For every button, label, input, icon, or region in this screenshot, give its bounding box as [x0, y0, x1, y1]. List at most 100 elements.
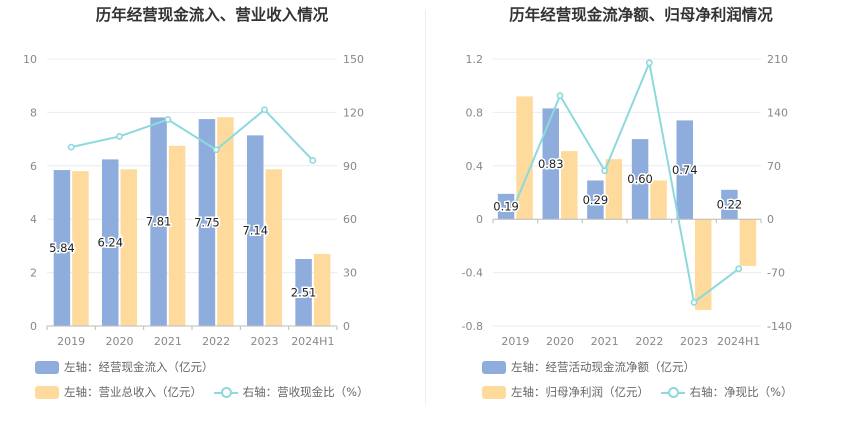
cashflow-inflow-revenue-panel: 历年经营现金流入、营业收入情况 0 2 4 6 8 10 0 30 60 90 120 150 2019…	[23, 5, 369, 399]
bar-primary	[53, 170, 71, 326]
ratio-point	[690, 298, 698, 306]
legend-swatch	[35, 360, 59, 374]
y-left-tick-label: 6	[30, 160, 37, 173]
net-cashflow-profit-chart: 历年经营现金流净额、归母净利润情况 -0.8 -0.4 0 0.4 0.8 1.2 -140…	[462, 5, 792, 348]
bar-secondary	[561, 151, 578, 220]
bar-secondary	[739, 219, 757, 266]
ratio-point	[164, 116, 172, 123]
y-left-tick-label: -0.8	[462, 320, 483, 333]
legend-line-icon	[213, 386, 238, 399]
ratio-point	[645, 59, 653, 67]
x-tick-label: 2020	[106, 335, 134, 348]
y-right-tick-label: 0	[767, 213, 774, 226]
x-tick-label: 2019	[501, 335, 529, 348]
bar-primary	[721, 189, 738, 220]
legend-item-cash-ratio[interactable]: 右轴：营收现金比（%）	[213, 384, 369, 399]
y-right-tick-label: 70	[767, 160, 781, 173]
bar-secondary	[695, 219, 712, 310]
legend-label: 左轴：经营现金流入（亿元）	[64, 359, 214, 374]
y-right-tick-label: 120	[343, 106, 364, 119]
y-left-tick-label: 0	[30, 320, 37, 333]
chart-title: 历年经营现金流净额、归母净利润情况	[509, 5, 773, 24]
legend-label: 左轴：经营活动现金流净额（亿元）	[511, 359, 695, 374]
ratio-line	[514, 59, 740, 305]
bar-primary	[295, 258, 312, 326]
bar-primary	[102, 159, 119, 326]
ratio-point	[212, 146, 220, 154]
y-left-tick-label: 2	[30, 267, 37, 280]
bar-secondary	[516, 96, 533, 220]
y-right-tick-label: -70	[767, 267, 785, 280]
y-right-tick-label: 60	[343, 213, 357, 226]
legend-item-inflow[interactable]: 左轴：经营现金流入（亿元）	[35, 360, 214, 374]
bar-primary	[587, 180, 604, 220]
x-tick-label: 2019	[57, 335, 85, 348]
x-tick-label: 2022	[202, 335, 230, 348]
y-right-tick-label: 0	[343, 320, 350, 333]
legend-item-revenue[interactable]: 左轴：营业总收入（亿元）	[35, 385, 202, 399]
legend-label: 右轴：净现比（%）	[689, 384, 793, 399]
cashflow-inflow-revenue-chart: 历年经营现金流入、营业收入情况 0 2 4 6 8 10 0 30 60 90 120 150 2019…	[23, 5, 364, 348]
bar-primary	[542, 108, 559, 220]
net-cashflow-profit-panel: 历年经营现金流净额、归母净利润情况 -0.8 -0.4 0 0.4 0.8 1.2 -140…	[425, 0, 850, 437]
ratio-line	[70, 108, 314, 162]
bar-secondary	[168, 145, 186, 326]
y-left-tick-label: -0.4	[462, 267, 483, 280]
legend-item-net-cash-ratio[interactable]: 右轴：净现比（%）	[660, 384, 793, 399]
ratio-point	[556, 92, 564, 100]
legend-label: 左轴：归母净利润（亿元）	[511, 384, 649, 399]
ratio-point	[601, 167, 609, 175]
bar-data-label: 6.24	[97, 236, 123, 250]
legend-label: 右轴：营收现金比（%）	[242, 384, 369, 399]
bar-data-label: 0.60	[627, 172, 653, 186]
chart-title: 历年经营现金流入、营业收入情况	[96, 5, 329, 24]
y-right-tick-label: 30	[343, 267, 357, 280]
ratio-point	[511, 200, 519, 207]
bar-data-label: 0.74	[672, 163, 698, 177]
legend-label: 左轴：营业总收入（亿元）	[64, 384, 202, 399]
x-tick-label: 2024H1	[291, 335, 334, 348]
x-tick-label: 2024H1	[717, 335, 760, 348]
legend-swatch	[482, 360, 506, 374]
bar-secondary	[313, 253, 331, 326]
legend-item-net-profit[interactable]: 左轴：归母净利润（亿元）	[482, 385, 649, 399]
y-left-tick-label: 0	[476, 213, 483, 226]
x-tick-label: 2023	[251, 335, 279, 348]
bar-data-label: 7.75	[194, 216, 220, 230]
legend-swatch	[482, 385, 506, 399]
y-right-tick-label: 90	[343, 160, 357, 173]
x-tick-label: 2021	[591, 335, 619, 348]
bar-secondary	[265, 169, 282, 326]
ratio-point	[67, 143, 75, 151]
bar-secondary	[605, 159, 623, 220]
bar-primary	[247, 135, 264, 326]
y-left-tick-label: 1.2	[466, 53, 484, 66]
bar-primary	[150, 117, 167, 327]
bar-data-label: 0.83	[538, 157, 564, 171]
bar-data-label: 0.19	[493, 200, 519, 214]
bar-data-label: 2.51	[291, 285, 317, 299]
ratio-point	[735, 265, 743, 273]
bar-data-label: 0.22	[717, 198, 743, 212]
legend-item-net-cashflow[interactable]: 左轴：经营活动现金流净额（亿元）	[482, 360, 695, 374]
ratio-point	[309, 157, 317, 164]
x-tick-label: 2022	[635, 335, 663, 348]
y-left-tick-label: 4	[30, 213, 37, 226]
y-left-tick-label: 0.4	[466, 160, 484, 173]
x-tick-label: 2021	[154, 335, 182, 348]
panel-divider	[425, 10, 426, 405]
bar-primary	[631, 139, 649, 220]
bar-data-label: 5.84	[49, 241, 75, 255]
y-right-tick-label: 150	[343, 53, 364, 66]
bar-secondary	[72, 171, 89, 326]
bar-data-label: 7.81	[146, 215, 172, 229]
y-left-tick-label: 8	[30, 106, 37, 119]
x-tick-label: 2023	[680, 335, 708, 348]
bar-data-label: 0.29	[583, 193, 609, 207]
ratio-point	[116, 133, 123, 140]
legend-line-icon	[660, 386, 685, 399]
bar-primary	[497, 193, 515, 220]
ratio-point	[261, 106, 268, 114]
y-right-tick-label: 140	[767, 106, 788, 119]
